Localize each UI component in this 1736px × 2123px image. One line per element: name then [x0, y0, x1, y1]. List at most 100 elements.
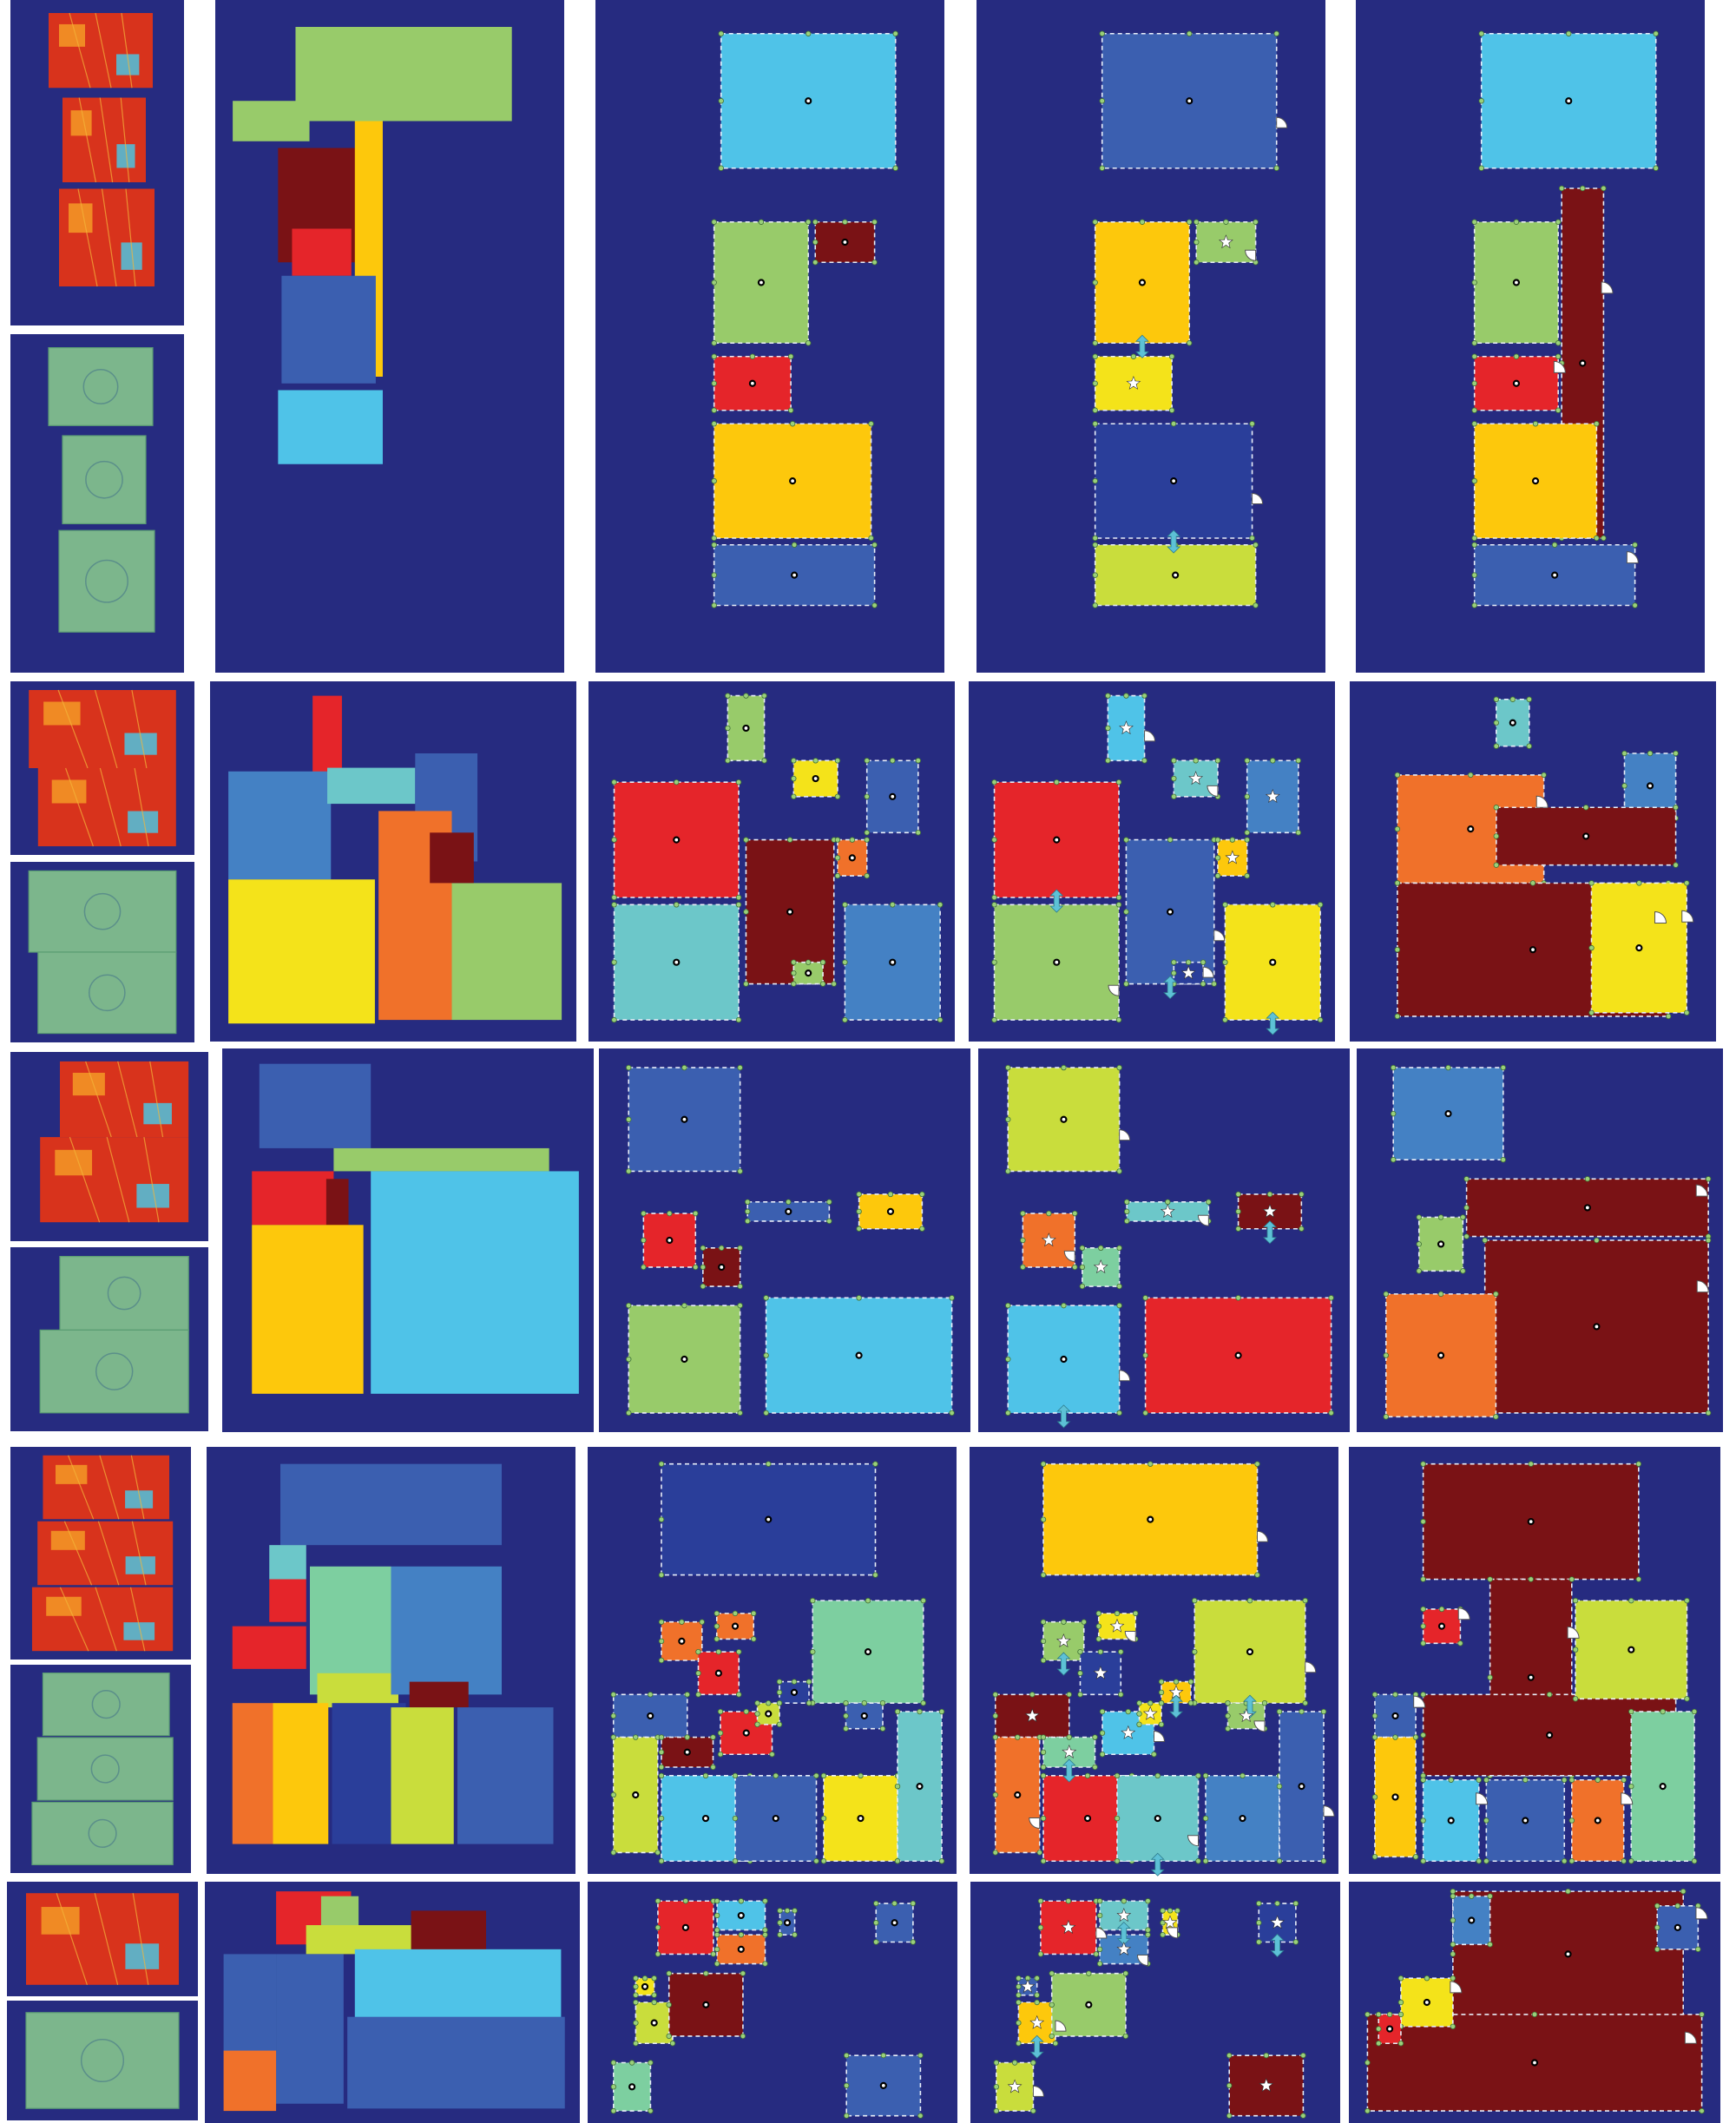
star-icon [1218, 234, 1233, 249]
vertex-icon [713, 1961, 720, 1967]
vertex-icon [762, 1961, 768, 1967]
vertex-icon [810, 1648, 816, 1655]
vertex-icon [1471, 421, 1477, 427]
vertex-icon [873, 1920, 879, 1926]
room-polygon [232, 1703, 273, 1844]
vertex-icon [761, 693, 767, 699]
vertex-icon [1005, 1168, 1011, 1174]
heat-ray [85, 1061, 112, 1138]
vertex-icon [1145, 1898, 1151, 1904]
heat-ray [99, 767, 122, 847]
vertex-icon [1160, 1931, 1166, 1938]
scan-wall [42, 1672, 170, 1737]
heat-ray [56, 1893, 88, 1985]
star-icon [1270, 1915, 1286, 1929]
vertex-icon [611, 1016, 617, 1023]
vertex-icon [1020, 1210, 1026, 1217]
room-polygon [278, 390, 383, 464]
vertex-icon [1226, 2052, 1233, 2059]
vertex-icon [628, 2060, 635, 2066]
vertex-icon [992, 1692, 998, 1698]
dot-icon [1391, 1712, 1399, 1720]
vertex-icon [777, 1908, 783, 1914]
vertex-icon [1016, 1999, 1022, 2006]
heat-ray [99, 1455, 120, 1520]
vertex-icon [1565, 1888, 1571, 1895]
vertex-icon [791, 758, 797, 764]
vertex-icon [1526, 696, 1532, 702]
star-icon [1055, 1633, 1071, 1647]
vertex-icon [1249, 535, 1255, 542]
room-outline [792, 961, 824, 985]
door-swing-icon [1696, 1280, 1709, 1293]
vertex-icon [1115, 1016, 1122, 1023]
vertex-icon [1171, 959, 1177, 965]
vertex-icon [1034, 1975, 1040, 1982]
heat-highlight [55, 1149, 93, 1176]
vertex-icon [1187, 219, 1193, 225]
vertex-icon [1261, 1699, 1268, 1706]
room-polygon [233, 101, 310, 141]
vertex-icon [1105, 758, 1111, 764]
vertex-icon [1160, 1908, 1166, 1914]
vertex-icon [1478, 98, 1484, 104]
vertex-icon [992, 1850, 998, 1856]
vertex-icon [1092, 572, 1098, 578]
vertex-icon [1420, 1576, 1426, 1582]
heat-ray [131, 689, 148, 769]
vertex-icon [1214, 855, 1221, 861]
vertex-icon [610, 1734, 616, 1740]
vertex-icon [1654, 1946, 1660, 1953]
star-icon [1142, 1706, 1158, 1720]
vertex-icon [658, 1815, 665, 1822]
heat-highlight [43, 701, 81, 726]
vertex-icon [1416, 1268, 1422, 1274]
double-arrow-icon [1270, 1933, 1285, 1958]
door-swing-icon [1276, 116, 1288, 128]
vertex-icon [1555, 353, 1562, 359]
door-swing-icon [1167, 1927, 1179, 1939]
scan-wall [36, 1737, 174, 1801]
vertex-icon [766, 1699, 772, 1706]
vertex-icon [1030, 2060, 1036, 2066]
vertex-icon [868, 535, 874, 542]
vertex-icon [658, 1657, 665, 1664]
vertex-icon [810, 1597, 816, 1604]
vertex-icon [1223, 219, 1229, 225]
vertex-icon [920, 1699, 926, 1706]
vertex-icon [826, 1199, 832, 1205]
vertex-icon [820, 1858, 827, 1864]
dot-icon [1147, 1515, 1154, 1523]
vertex-icon [610, 1712, 616, 1719]
room-graph [1092, 30, 1288, 608]
vertex-icon [1225, 1699, 1231, 1706]
vertex-icon [1555, 340, 1562, 346]
vertex-icon [920, 1597, 926, 1604]
dot-icon [1298, 1783, 1305, 1791]
vertex-icon [1653, 30, 1659, 36]
vertex-icon [938, 1708, 945, 1715]
room-polygon [457, 1707, 554, 1844]
vertex-icon [1276, 1708, 1283, 1715]
fitted-rooms [626, 1064, 955, 1416]
double-arrow-icon [1169, 1694, 1183, 1719]
vertex-icon [1572, 1597, 1579, 1604]
double-arrow-icon [1029, 2034, 1044, 2059]
vertex-icon [1478, 165, 1484, 171]
vertex-icon [1635, 1461, 1642, 1467]
vertex-icon [1394, 825, 1401, 832]
vertex-icon [1469, 1893, 1475, 1899]
scan-wall [39, 1329, 189, 1414]
vertex-icon [1194, 219, 1200, 225]
dot-icon [731, 1622, 740, 1630]
vertex-icon [1450, 1917, 1457, 1923]
vertex-icon [1300, 2052, 1306, 2059]
vertex-icon [1092, 602, 1098, 608]
vertex-icon [992, 1734, 998, 1740]
vertex-icon [1040, 1461, 1047, 1467]
vertex-icon [711, 535, 717, 542]
vertex-icon [626, 1116, 632, 1122]
vertex-icon [1040, 1657, 1047, 1664]
room-graph [992, 1461, 1335, 1877]
dot-icon [805, 969, 812, 977]
